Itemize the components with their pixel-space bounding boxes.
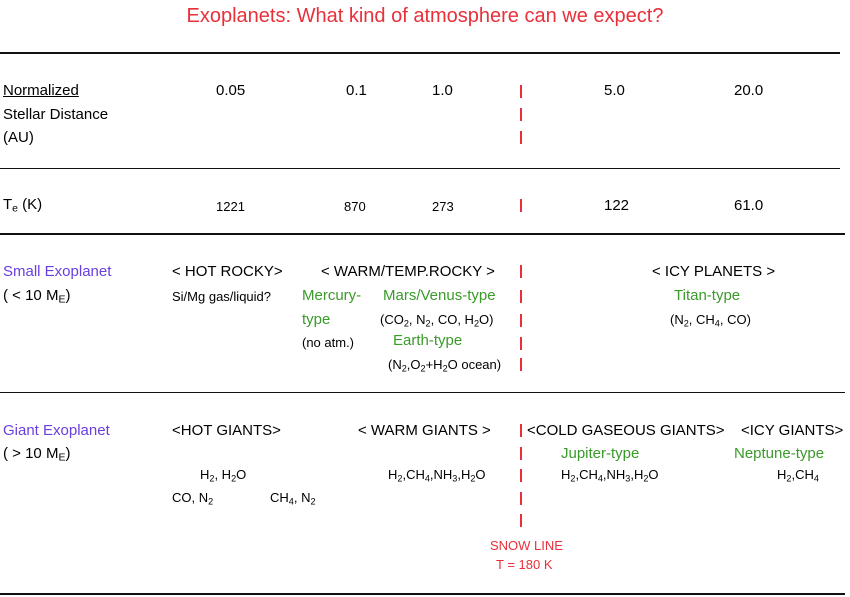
distance-value: 5.0 <box>604 82 625 99</box>
snow-line-temperature: T = 180 K <box>496 557 553 572</box>
jupiter-type: Jupiter-type <box>561 445 640 462</box>
cold-gaseous-giants-header: <COLD GASEOUS GIANTS> <box>527 422 725 439</box>
neptune-gas: H2,CH4 <box>777 467 819 484</box>
temperature-value: 1221 <box>216 199 245 214</box>
diagram-title: Exoplanets: What kind of atmosphere can … <box>186 5 664 27</box>
divider-bottom <box>0 593 845 595</box>
earth-type: Earth-type <box>393 332 463 349</box>
snow-line-marker <box>520 492 522 505</box>
snow-line-marker <box>520 314 522 327</box>
snow-line-marker <box>520 447 522 460</box>
mercury-note: (no atm.) <box>302 335 355 350</box>
snow-line-marker <box>520 131 522 144</box>
snow-line-marker <box>520 358 522 371</box>
divider-distance <box>0 168 840 169</box>
mercury-type-line2: type <box>302 311 331 328</box>
distance-value: 1.0 <box>432 82 453 99</box>
titan-gas: (N2, CH4, CO) <box>670 312 751 329</box>
snow-line-marker <box>520 265 522 278</box>
divider-temperature <box>0 233 845 235</box>
snow-line-marker <box>520 424 522 437</box>
giant-exoplanet-mass: ( > 10 ME) <box>3 445 71 464</box>
temperature-value: 61.0 <box>734 197 764 214</box>
snow-line-marker <box>520 514 522 527</box>
mercury-type-line1: Mercury- <box>302 287 362 304</box>
snow-line-marker <box>520 199 522 212</box>
warm-temp-rocky-header: < WARM/TEMP.ROCKY > <box>321 263 495 280</box>
temperature-value: 870 <box>344 199 366 214</box>
snow-line-marker <box>520 337 522 350</box>
small-exoplanet-label: Small Exoplanet <box>3 263 112 280</box>
warm-giants-header: < WARM GIANTS > <box>358 422 491 439</box>
distance-label-line1: Normalized <box>3 82 79 99</box>
temperature-value: 122 <box>604 197 630 214</box>
divider-top <box>0 52 840 54</box>
snow-line-label: SNOW LINE <box>490 538 563 553</box>
jupiter-gas: H2,CH4,NH3,H2O <box>561 467 659 484</box>
mars-venus-type: Mars/Venus-type <box>383 287 496 304</box>
hot-giants-gas-3: CH4, N2 <box>270 490 316 507</box>
snow-line-marker <box>520 290 522 303</box>
distance-value: 20.0 <box>734 82 764 99</box>
snow-line-marker <box>520 469 522 482</box>
giant-exoplanet-label: Giant Exoplanet <box>3 422 110 439</box>
mars-venus-gas: (CO2, N2, CO, H2O) <box>380 312 494 329</box>
distance-label-line2: Stellar Distance <box>3 106 109 123</box>
temperature-label: Te (K) <box>3 196 43 215</box>
temperature-value: 273 <box>432 199 454 214</box>
snow-line-marker <box>520 85 522 98</box>
neptune-type: Neptune-type <box>734 445 825 462</box>
small-exoplanet-mass: ( < 10 ME) <box>3 287 71 306</box>
titan-type: Titan-type <box>674 287 741 304</box>
distance-value: 0.05 <box>216 82 246 99</box>
icy-giants-header: <ICY GIANTS> <box>741 422 844 439</box>
distance-value: 0.1 <box>346 82 367 99</box>
hot-giants-gas-1: H2, H2O <box>200 467 247 484</box>
hot-rocky-gas: Si/Mg gas/liquid? <box>172 289 271 304</box>
icy-planets-header: < ICY PLANETS > <box>652 263 776 280</box>
hot-giants-header: <HOT GIANTS> <box>172 422 281 439</box>
distance-label-line3: (AU) <box>3 129 34 146</box>
earth-gas: (N2,O2+H2O ocean) <box>388 357 502 374</box>
warm-giants-gas: H2,CH4,NH3,H2O <box>388 467 486 484</box>
divider-small <box>0 392 845 393</box>
hot-giants-gas-2: CO, N2 <box>172 490 214 507</box>
snow-line-marker <box>520 108 522 121</box>
hot-rocky-header: < HOT ROCKY> <box>172 263 283 280</box>
